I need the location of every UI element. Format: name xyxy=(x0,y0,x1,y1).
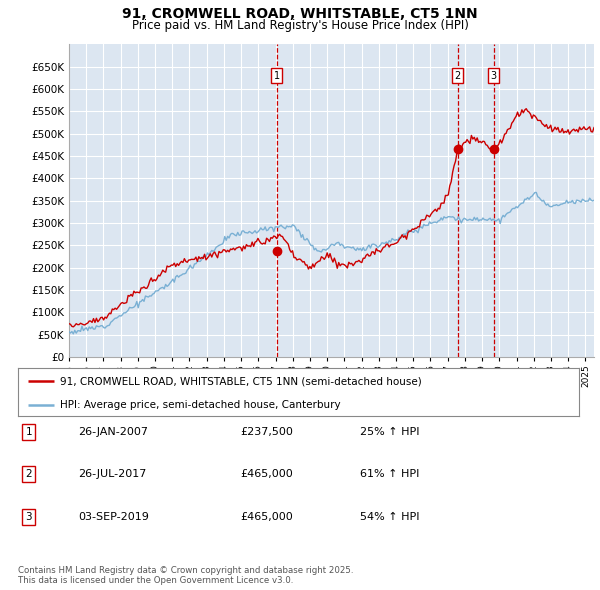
Text: 25% ↑ HPI: 25% ↑ HPI xyxy=(360,427,419,437)
Text: HPI: Average price, semi-detached house, Canterbury: HPI: Average price, semi-detached house,… xyxy=(60,400,341,410)
Text: 1: 1 xyxy=(25,427,32,437)
Text: 26-JUL-2017: 26-JUL-2017 xyxy=(78,470,146,479)
Text: 2: 2 xyxy=(454,71,461,80)
Text: 91, CROMWELL ROAD, WHITSTABLE, CT5 1NN (semi-detached house): 91, CROMWELL ROAD, WHITSTABLE, CT5 1NN (… xyxy=(60,376,422,386)
Text: 54% ↑ HPI: 54% ↑ HPI xyxy=(360,512,419,522)
Text: 61% ↑ HPI: 61% ↑ HPI xyxy=(360,470,419,479)
Text: £465,000: £465,000 xyxy=(240,512,293,522)
Text: Contains HM Land Registry data © Crown copyright and database right 2025.
This d: Contains HM Land Registry data © Crown c… xyxy=(18,566,353,585)
Text: 03-SEP-2019: 03-SEP-2019 xyxy=(78,512,149,522)
Text: 26-JAN-2007: 26-JAN-2007 xyxy=(78,427,148,437)
Text: £237,500: £237,500 xyxy=(240,427,293,437)
Text: Price paid vs. HM Land Registry's House Price Index (HPI): Price paid vs. HM Land Registry's House … xyxy=(131,19,469,32)
Text: 3: 3 xyxy=(491,71,497,80)
Text: 2: 2 xyxy=(25,470,32,479)
Text: 3: 3 xyxy=(25,512,32,522)
Text: 91, CROMWELL ROAD, WHITSTABLE, CT5 1NN: 91, CROMWELL ROAD, WHITSTABLE, CT5 1NN xyxy=(122,7,478,21)
Text: £465,000: £465,000 xyxy=(240,470,293,479)
Text: 1: 1 xyxy=(274,71,280,80)
